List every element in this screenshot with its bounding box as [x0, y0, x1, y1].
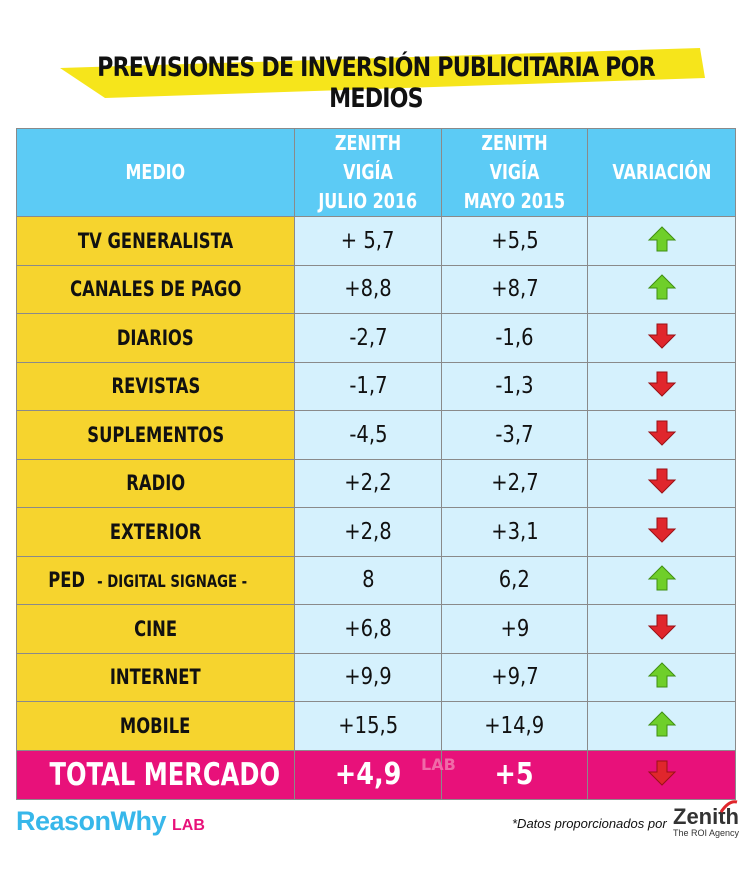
arrow-down-icon	[647, 517, 676, 543]
variacion-cell	[587, 410, 736, 460]
arrow-down-icon	[647, 420, 676, 446]
title-band-shape	[60, 48, 705, 98]
julio-2016-value: -1,7	[294, 361, 442, 411]
variacion-cell	[587, 749, 736, 800]
mayo-2015-value: +9,7	[441, 652, 588, 702]
mayo-2015-value: +5,5	[441, 216, 588, 266]
julio-2016-value: +8,8	[294, 264, 442, 314]
julio-2016-value: 8	[294, 555, 442, 605]
medio-cell: RADIO	[16, 458, 295, 508]
julio-2016-value: +9,9	[294, 652, 442, 702]
header-mayo-2015: ZENITH VIGÍA MAYO 2015	[441, 128, 588, 217]
mayo-2015-value: +9	[441, 604, 588, 654]
mayo-2015-value: -1,3	[441, 361, 588, 411]
arrow-down-icon	[647, 468, 676, 494]
arrow-down-icon	[647, 760, 676, 786]
medio-cell: CINE	[16, 604, 295, 654]
table-row: CINE +6,8 +9	[16, 604, 736, 654]
julio-2016-value: +2,2	[294, 458, 442, 508]
total-row: TOTAL MERCADO +4,9 +5	[16, 749, 736, 800]
julio-2016-value: +15,5	[294, 701, 442, 751]
arrow-up-icon	[647, 711, 676, 737]
julio-2016-value: +4,9	[294, 749, 442, 800]
header-medio: MEDIO	[16, 128, 295, 217]
table-row: PED - DIGITAL SIGNAGE -8 6,2	[16, 555, 736, 605]
variacion-cell	[587, 555, 736, 605]
variacion-cell	[587, 216, 736, 266]
arrow-down-icon	[647, 323, 676, 349]
mayo-2015-value: +14,9	[441, 701, 588, 751]
reasonwhy-logo: ReasonWhy LAB	[16, 806, 205, 837]
lab-watermark: LAB	[421, 755, 456, 774]
medio-cell: CANALES DE PAGO	[16, 264, 295, 314]
variacion-cell	[587, 701, 736, 751]
mayo-2015-value: -1,6	[441, 313, 588, 363]
table-row: MOBILE +15,5 +14,9	[16, 701, 736, 751]
table-row: SUPLEMENTOS -4,5 -3,7	[16, 410, 736, 460]
zenith-tagline: The ROI Agency	[673, 828, 740, 838]
medio-cell: TV GENERALISTA	[16, 216, 295, 266]
header-julio-2016: ZENITH VIGÍA JULIO 2016	[294, 128, 442, 217]
medio-cell: REVISTAS	[16, 361, 295, 411]
table-row: INTERNET +9,9 +9,7	[16, 652, 736, 702]
brand-lab: LAB	[172, 817, 205, 834]
medio-cell: MOBILE	[16, 701, 295, 751]
variacion-cell	[587, 264, 736, 314]
arrow-up-icon	[647, 565, 676, 591]
medio-cell: DIARIOS	[16, 313, 295, 363]
variacion-cell	[587, 313, 736, 363]
mayo-2015-value: -3,7	[441, 410, 588, 460]
mayo-2015-value: +8,7	[441, 264, 588, 314]
julio-2016-value: -4,5	[294, 410, 442, 460]
mayo-2015-value: +2,7	[441, 458, 588, 508]
forecast-table: MEDIO ZENITH VIGÍA JULIO 2016 ZENITH VIGÍ…	[16, 128, 736, 800]
medio-cell: SUPLEMENTOS	[16, 410, 295, 460]
variacion-cell	[587, 458, 736, 508]
zenith-mark-icon	[719, 800, 738, 813]
table-row: DIARIOS -2,7 -1,6	[16, 313, 736, 363]
arrow-up-icon	[647, 662, 676, 688]
title-banner: PREVISIONES DE INVERSIÓN PUBLICITARIA PO…	[0, 30, 752, 114]
brand-name: ReasonWhy	[16, 806, 167, 836]
arrow-up-icon	[647, 226, 676, 252]
medio-cell: EXTERIOR	[16, 507, 295, 557]
table-row: REVISTAS -1,7 -1,3	[16, 361, 736, 411]
julio-2016-value: + 5,7	[294, 216, 442, 266]
arrow-up-icon	[647, 274, 676, 300]
data-source-note: *Datos proporcionados por	[512, 816, 667, 831]
mayo-2015-value: 6,2	[441, 555, 588, 605]
mayo-2015-value: +3,1	[441, 507, 588, 557]
arrow-down-icon	[647, 614, 676, 640]
zenith-logo: Zenith The ROI Agency	[673, 800, 740, 838]
medio-cell: TOTAL MERCADO	[16, 749, 295, 800]
table-row: RADIO +2,2 +2,7	[16, 458, 736, 508]
medio-cell: INTERNET	[16, 652, 295, 702]
julio-2016-value: +6,8	[294, 604, 442, 654]
medio-cell: PED - DIGITAL SIGNAGE -	[16, 555, 295, 605]
variacion-cell	[587, 652, 736, 702]
variacion-cell	[587, 361, 736, 411]
variacion-cell	[587, 604, 736, 654]
table-header-row: MEDIO ZENITH VIGÍA JULIO 2016 ZENITH VIGÍ…	[16, 128, 736, 217]
julio-2016-value: -2,7	[294, 313, 442, 363]
variacion-cell	[587, 507, 736, 557]
page-title: PREVISIONES DE INVERSIÓN PUBLICITARIA PO…	[97, 52, 655, 114]
julio-2016-value: +2,8	[294, 507, 442, 557]
table-row: CANALES DE PAGO +8,8 +8,7	[16, 264, 736, 314]
table-row: EXTERIOR +2,8 +3,1	[16, 507, 736, 557]
mayo-2015-value: +5	[441, 749, 588, 800]
table-row: TV GENERALISTA + 5,7 +5,5	[16, 216, 736, 266]
arrow-down-icon	[647, 371, 676, 397]
header-variacion: VARIACIÓN	[587, 128, 736, 217]
